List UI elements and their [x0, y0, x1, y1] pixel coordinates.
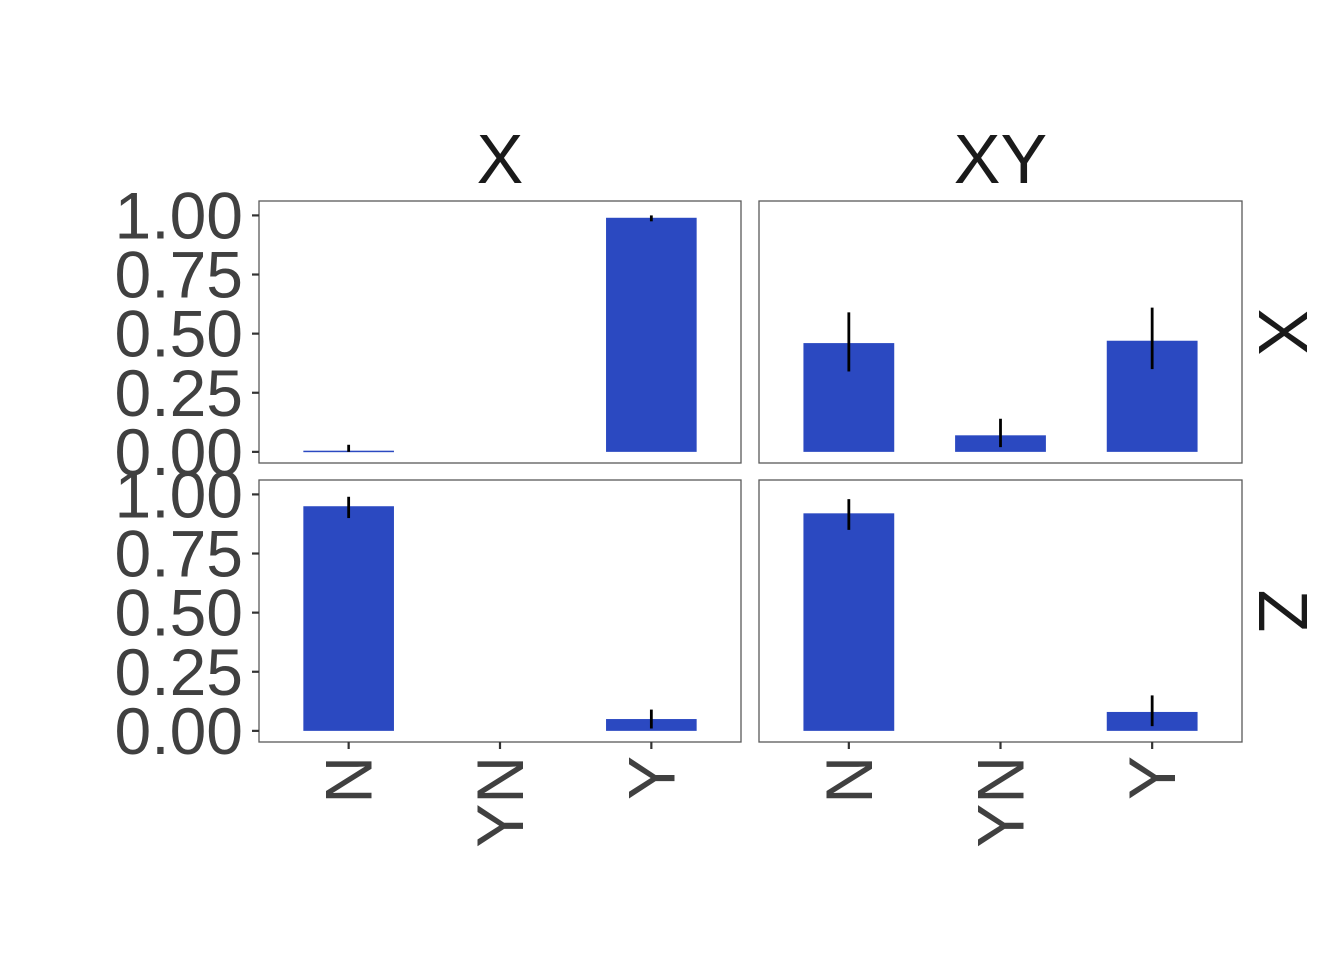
facet-row-label: Z [1244, 590, 1322, 633]
facet-row-label: X [1244, 309, 1322, 356]
y-tick-label: 0.25 [115, 356, 243, 430]
x-tick-label: N [312, 756, 386, 804]
y-tick-label: 0.25 [115, 635, 243, 709]
facet-column-label: XY [954, 120, 1047, 198]
y-tick-label: 0.50 [115, 576, 243, 650]
y-tick-label: 0.00 [115, 694, 243, 768]
bar-X-X-Y [606, 217, 697, 452]
y-tick-label: 1.00 [115, 178, 243, 252]
x-tick-label: YN [964, 756, 1038, 848]
y-tick-label: 1.00 [115, 457, 243, 531]
bar-X-Z-N [303, 506, 394, 731]
facet-column-label: X [477, 120, 524, 198]
x-tick-label: YN [463, 756, 537, 848]
x-tick-label: Y [614, 756, 688, 800]
y-tick-label: 0.75 [115, 238, 243, 312]
y-tick-label: 0.50 [115, 297, 243, 371]
bar-XY-Z-N [803, 513, 895, 731]
y-tick-label: 0.75 [115, 517, 243, 591]
x-tick-label: Y [1115, 756, 1189, 800]
y-tick-label: 0.00 [115, 415, 243, 489]
x-tick-label: N [812, 756, 886, 804]
